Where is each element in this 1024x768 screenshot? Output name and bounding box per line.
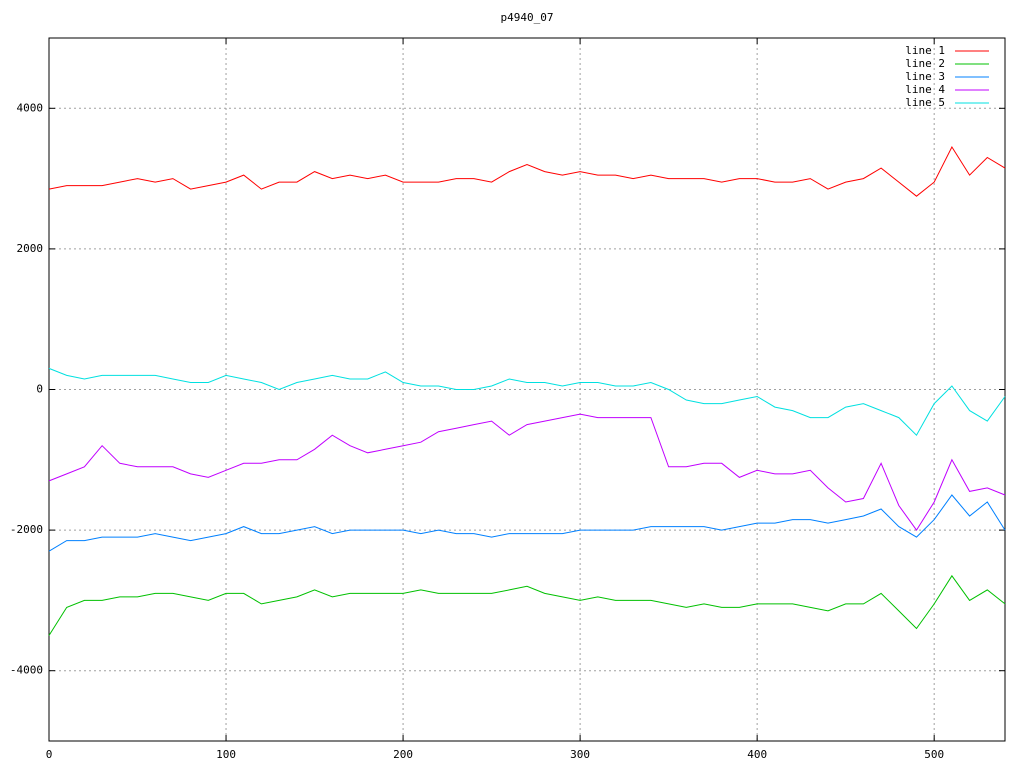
y-tick-label: -4000 [10,664,43,677]
y-tick-label: 0 [36,383,43,396]
y-tick-label: 2000 [17,242,44,255]
x-tick-label: 100 [216,748,236,761]
data-line [48,145,1006,197]
legend-label: line 2 [905,57,945,70]
legend-label: line 3 [905,70,945,83]
legend-label: line 5 [905,96,945,109]
plot-frame [48,37,1006,742]
data-line [48,574,1006,636]
legend-label: line 4 [905,83,945,96]
x-tick-label: 200 [393,748,413,761]
x-tick-label: 0 [46,748,53,761]
y-tick-label: -2000 [10,523,43,536]
x-tick-label: 400 [747,748,767,761]
legend-label: line 1 [905,44,945,57]
data-line [48,494,1006,552]
x-tick-label: 300 [570,748,590,761]
chart-title: p4940_07 [501,11,554,24]
data-line [48,367,1006,437]
x-tick-label: 500 [924,748,944,761]
data-line [48,413,1006,531]
y-tick-label: 4000 [17,101,44,114]
